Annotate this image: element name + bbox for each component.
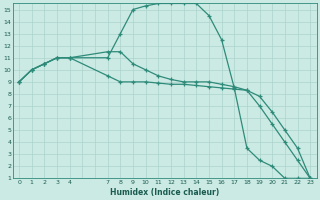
- X-axis label: Humidex (Indice chaleur): Humidex (Indice chaleur): [110, 188, 219, 197]
